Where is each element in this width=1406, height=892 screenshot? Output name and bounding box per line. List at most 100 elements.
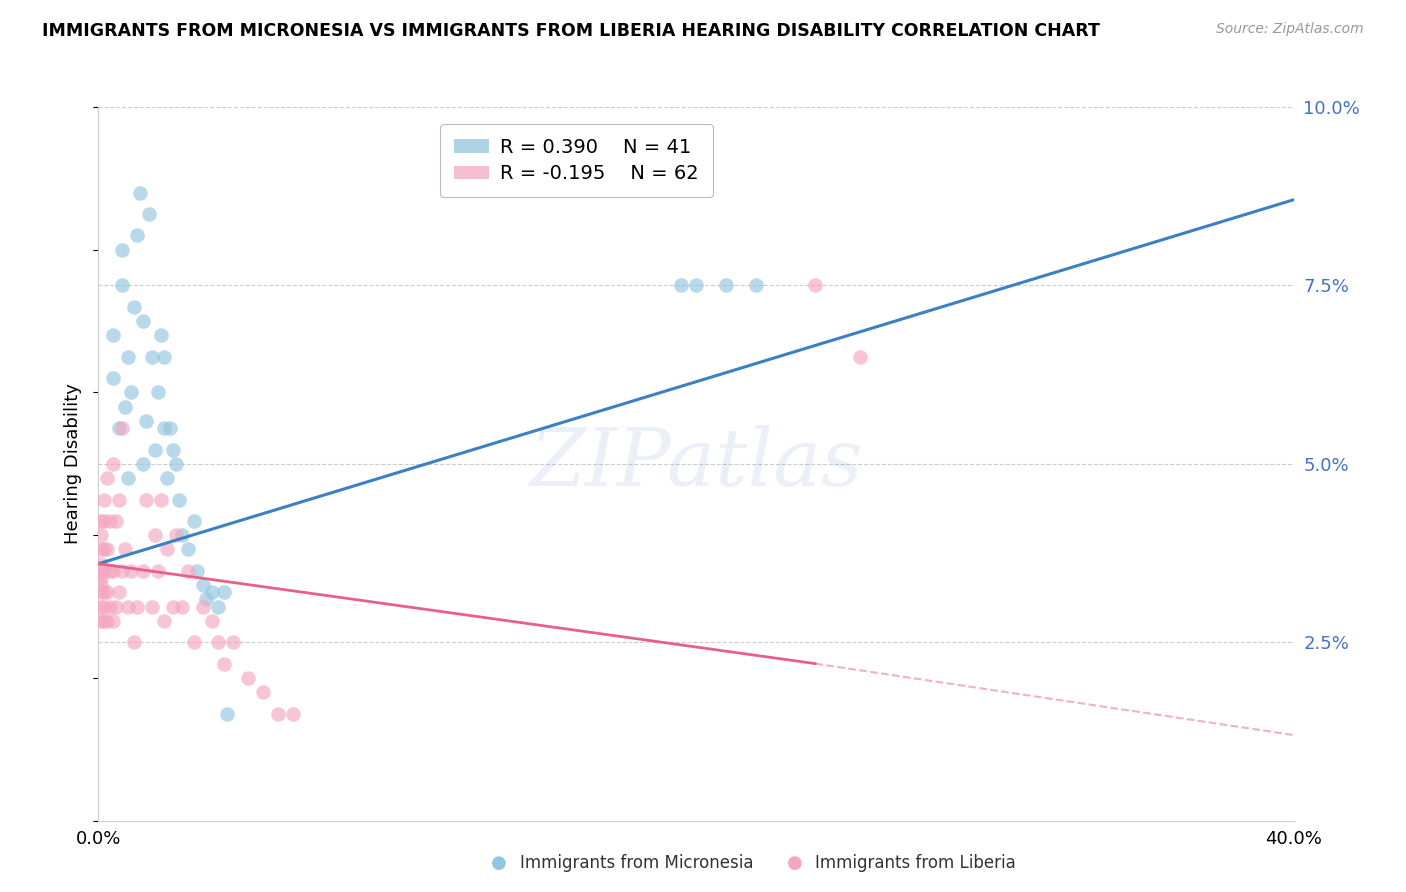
Point [195,592,218,607]
Point [252,685,274,699]
Point [93,614,115,628]
Legend: R = 0.390    N = 41, R = -0.195    N = 62: R = 0.390 N = 41, R = -0.195 N = 62 [440,124,713,197]
Point [165,457,187,471]
Point [165,528,187,542]
Point [141,599,163,614]
Point [201,614,224,628]
Point [90,599,112,614]
Point [167,492,190,507]
Point [153,614,176,628]
Point [103,371,125,385]
Point [141,350,163,364]
Point [745,278,768,293]
Point [212,657,235,671]
Point [111,421,134,435]
Point [103,457,125,471]
Point [114,542,136,557]
Point [108,421,131,435]
Point [90,528,112,542]
Point [191,578,214,592]
Point [162,599,184,614]
Point [669,278,692,293]
Text: IMMIGRANTS FROM MICRONESIA VS IMMIGRANTS FROM LIBERIA HEARING DISABILITY CORRELA: IMMIGRANTS FROM MICRONESIA VS IMMIGRANTS… [42,22,1099,40]
Point [129,186,152,200]
Point [212,585,235,599]
Point [93,514,115,528]
Point [90,564,112,578]
Text: Immigrants from Micronesia: Immigrants from Micronesia [520,855,754,872]
Point [177,542,200,557]
Point [105,514,128,528]
Point [153,421,176,435]
Point [150,492,173,507]
Point [96,585,118,599]
Point [103,614,125,628]
Point [222,635,245,649]
Y-axis label: Hearing Disability: Hearing Disability [65,384,83,544]
Point [100,514,122,528]
Point [96,471,118,485]
Point [100,564,122,578]
Point [685,278,707,293]
Point [215,706,238,721]
Point [156,542,179,557]
Point [93,542,115,557]
Point [120,564,142,578]
Point [148,564,170,578]
Point [96,542,118,557]
Point [93,585,115,599]
Point [93,564,115,578]
Point [183,635,205,649]
Point [804,278,827,293]
Point [135,414,157,428]
Point [172,528,194,542]
Text: Source: ZipAtlas.com: Source: ZipAtlas.com [1216,22,1364,37]
Point [120,385,142,400]
Point [90,614,112,628]
Point [103,564,125,578]
Point [90,585,112,599]
Point [90,514,112,528]
Point [281,706,304,721]
Text: ZIPatlas: ZIPatlas [529,425,863,502]
Point [108,492,131,507]
Text: Immigrants from Liberia: Immigrants from Liberia [815,855,1017,872]
Point [111,243,134,257]
Point [127,228,149,243]
Point [90,571,112,585]
Point [96,614,118,628]
Point [105,599,128,614]
Point [100,599,122,614]
Point [201,585,224,599]
Text: ●: ● [786,855,803,872]
Point [236,671,259,685]
Point [191,599,214,614]
Point [143,442,166,457]
Point [117,471,139,485]
Point [90,542,112,557]
Point [177,564,200,578]
Point [132,564,155,578]
Point [114,400,136,414]
Point [132,457,155,471]
Point [124,635,146,649]
Point [183,514,205,528]
Point [111,564,134,578]
Point [90,578,112,592]
Point [111,278,134,293]
Point [117,599,139,614]
Point [148,385,170,400]
Point [103,328,125,343]
Text: ●: ● [491,855,508,872]
Point [267,706,290,721]
Point [207,635,229,649]
Point [153,350,176,364]
Point [135,492,157,507]
Point [93,492,115,507]
Point [132,314,155,328]
Point [124,300,146,314]
Point [156,471,179,485]
Point [207,599,229,614]
Point [159,421,181,435]
Point [138,207,160,221]
